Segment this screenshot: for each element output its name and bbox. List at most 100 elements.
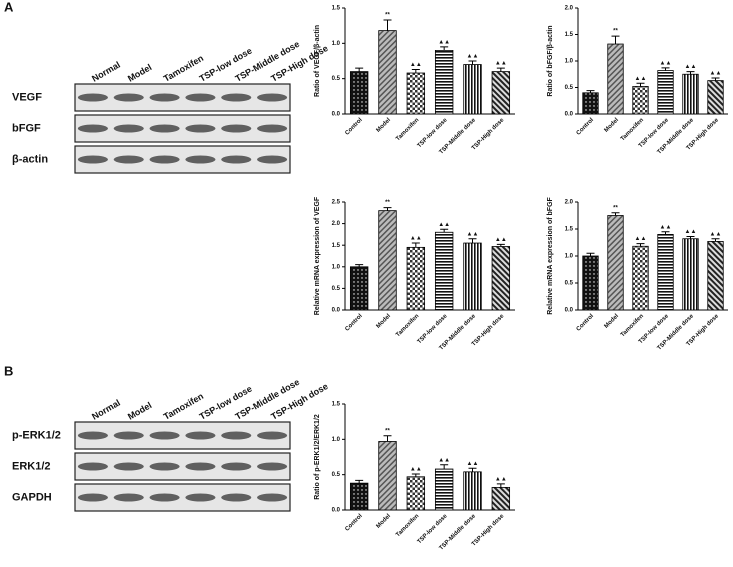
- y-tick-label: 0.0: [332, 508, 341, 514]
- significance-marker: ▲▲: [635, 236, 647, 242]
- y-tick-label: 1.5: [565, 32, 574, 38]
- blot-band: [257, 493, 288, 502]
- y-tick-label: 2.0: [565, 6, 574, 12]
- error-bar: [355, 67, 364, 72]
- error-bar: [711, 238, 720, 242]
- error-bar: [468, 60, 477, 65]
- error-bar: [636, 243, 645, 247]
- x-tick-label: Tamoxifen: [395, 513, 420, 538]
- blot-band: [113, 431, 144, 440]
- bar: [349, 482, 369, 511]
- bar: [406, 246, 426, 311]
- bar: [582, 92, 599, 115]
- y-tick-label: 0.0: [565, 308, 574, 314]
- blot-panel: [74, 421, 291, 450]
- panel-label: A: [4, 0, 14, 14]
- bar: [582, 255, 599, 311]
- blot-band: [77, 493, 108, 502]
- y-tick-label: 0.0: [332, 112, 341, 118]
- x-tick-label: Model: [376, 117, 393, 134]
- y-tick-label: 0.5: [332, 472, 341, 478]
- x-tick-label: Control: [576, 117, 596, 137]
- error-bar: [355, 479, 364, 484]
- significance-marker: ▲▲: [685, 229, 697, 235]
- blot-panel: [74, 452, 291, 481]
- blot-band: [149, 431, 180, 440]
- y-tick-label: 2.0: [332, 221, 341, 227]
- error-bar: [496, 67, 505, 72]
- y-axis-label: Ratio of VEGF/β-actin: [314, 25, 321, 97]
- bar: [434, 468, 454, 511]
- bar: [378, 441, 397, 511]
- error-bar: [411, 242, 420, 248]
- significance-marker: ▲▲: [410, 467, 422, 473]
- y-tick-label: 2.5: [332, 200, 341, 206]
- lane-label: Normal: [90, 398, 122, 422]
- blot-panel: [74, 114, 291, 143]
- x-tick-label: Control: [344, 513, 364, 533]
- blot-band: [77, 93, 108, 102]
- blot-band: [185, 155, 216, 164]
- blot-band: [185, 431, 216, 440]
- blot-band: [257, 462, 288, 471]
- x-tick-label: Tamoxifen: [620, 117, 645, 142]
- significance-marker: ▲▲: [467, 461, 479, 467]
- blot-band: [221, 462, 252, 471]
- bar: [707, 241, 724, 311]
- x-tick-label: Control: [576, 313, 596, 333]
- y-tick-label: 1.5: [332, 6, 341, 12]
- blot-band: [113, 462, 144, 471]
- significance-marker: ▲▲: [495, 476, 507, 482]
- error-bar: [586, 90, 595, 93]
- error-bar: [586, 252, 595, 256]
- error-bar: [611, 212, 620, 216]
- blot-band: [113, 155, 144, 164]
- bar: [607, 215, 624, 311]
- y-tick-label: 0.5: [565, 281, 574, 287]
- lane-label: Model: [126, 400, 154, 422]
- y-tick-label: 1.0: [565, 59, 574, 65]
- blot-band: [221, 493, 252, 502]
- x-tick-label: Tamoxifen: [395, 313, 420, 338]
- lane-label: TSP-Middle dose: [233, 39, 301, 84]
- significance-marker: ▲▲: [438, 457, 450, 463]
- bar: [657, 70, 674, 115]
- error-bar: [686, 71, 695, 75]
- bar: [682, 73, 699, 115]
- bar: [682, 238, 699, 311]
- lane-label: Normal: [90, 60, 122, 84]
- blot-band: [257, 431, 288, 440]
- row-label: p-ERK1/2: [12, 429, 61, 441]
- blot-band: [113, 493, 144, 502]
- significance-marker: ▲▲: [438, 222, 450, 228]
- error-bar: [383, 435, 392, 442]
- y-tick-label: 1.5: [565, 227, 574, 233]
- bar: [632, 86, 649, 115]
- blot-band: [185, 93, 216, 102]
- error-bar: [411, 473, 420, 477]
- x-tick-label: Control: [344, 117, 364, 137]
- blot-panel: [74, 145, 291, 174]
- blot-band: [77, 431, 108, 440]
- bar: [406, 476, 426, 511]
- error-bar: [496, 243, 505, 247]
- significance-marker: ▲▲: [710, 231, 722, 237]
- blot-band: [113, 93, 144, 102]
- blot-band: [77, 462, 108, 471]
- lane-label: Model: [126, 62, 154, 84]
- significance-marker: ▲▲: [660, 60, 672, 66]
- y-tick-label: 2.0: [565, 200, 574, 206]
- bar: [434, 231, 454, 311]
- bar: [463, 471, 482, 511]
- error-bar: [383, 19, 392, 31]
- bar: [491, 71, 511, 115]
- panel-label: B: [4, 363, 13, 378]
- lane-label: Tamoxifen: [162, 391, 205, 422]
- bar: [463, 64, 482, 115]
- y-axis-label: Ratio of p-ERK1/2/ERK1/2: [314, 414, 321, 500]
- bar: [378, 30, 397, 115]
- y-tick-label: 0.0: [332, 308, 341, 314]
- y-tick-label: 1.5: [332, 243, 341, 249]
- y-tick-label: 1.0: [332, 264, 341, 270]
- lane-label: Tamoxifen: [162, 53, 205, 84]
